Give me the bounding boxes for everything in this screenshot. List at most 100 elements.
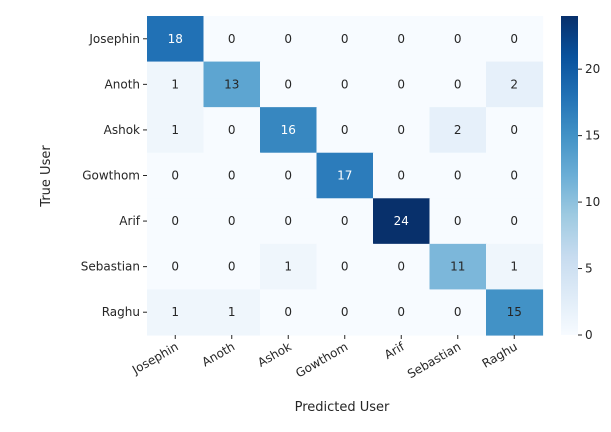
cell-value-label: 17 xyxy=(337,168,352,182)
heatmap-cell xyxy=(316,107,374,154)
heatmap-cell xyxy=(203,107,261,154)
cell-value-label: 0 xyxy=(228,214,236,228)
cell-value-label: 0 xyxy=(341,214,349,228)
heatmap-cell xyxy=(373,107,431,154)
heatmap-cells xyxy=(147,16,544,336)
colorbar-tick-label: 5 xyxy=(585,262,593,276)
x-tick-label: Ashok xyxy=(255,339,294,369)
x-tick-label: Anoth xyxy=(200,339,238,369)
cell-value-label: 0 xyxy=(397,123,405,137)
heatmap-cell xyxy=(147,16,205,63)
cell-value-label: 0 xyxy=(341,260,349,274)
heatmap-cell xyxy=(203,61,261,108)
cell-value-label: 1 xyxy=(171,77,179,91)
colorbar-tick-label: 10 xyxy=(585,195,600,209)
heatmap-cell xyxy=(486,152,544,199)
cell-value-label: 13 xyxy=(224,77,239,91)
heatmap-cell xyxy=(203,152,261,199)
heatmap-cell xyxy=(260,198,318,245)
x-axis-label: Predicted User xyxy=(295,400,390,415)
heatmap-cell xyxy=(203,289,261,336)
cell-value-label: 0 xyxy=(454,214,462,228)
heatmap-cell xyxy=(316,289,374,336)
cell-value-label: 15 xyxy=(507,305,522,319)
heatmap-cell xyxy=(147,198,205,245)
x-tick-label: Gowthom xyxy=(293,339,350,380)
heatmap-cell xyxy=(147,152,205,199)
cell-value-label: 0 xyxy=(510,168,518,182)
y-tick-label: Sebastian xyxy=(81,260,140,274)
heatmap-cell xyxy=(203,16,261,63)
cell-value-label: 1 xyxy=(284,260,292,274)
y-tick-label: Arif xyxy=(119,214,140,228)
y-axis-label: True User xyxy=(39,145,54,208)
heatmap-cell xyxy=(373,243,431,291)
heatmap-cell xyxy=(486,198,544,245)
heatmap-cell xyxy=(147,243,205,291)
cell-value-label: 16 xyxy=(281,123,296,137)
cell-value-label: 24 xyxy=(394,214,409,228)
y-tick-label: Josephin xyxy=(88,32,140,46)
x-tick-label: Arif xyxy=(382,339,408,362)
cell-value-label: 1 xyxy=(510,260,518,274)
cell-value-label: 2 xyxy=(510,77,518,91)
cell-value-label: 1 xyxy=(171,123,179,137)
heatmap-cell xyxy=(429,107,487,154)
heatmap-cell xyxy=(203,243,261,291)
cell-value-label: 0 xyxy=(397,168,405,182)
cell-value-label: 0 xyxy=(454,77,462,91)
cell-value-label: 0 xyxy=(341,123,349,137)
cell-value-label: 0 xyxy=(171,214,179,228)
colorbar xyxy=(561,16,578,335)
heatmap-cell xyxy=(260,61,318,108)
heatmap-cell xyxy=(316,198,374,245)
x-tick-label: Josephin xyxy=(129,339,181,377)
cell-value-label: 0 xyxy=(510,214,518,228)
heatmap-cell xyxy=(316,152,374,199)
heatmap-cell xyxy=(316,243,374,291)
heatmap-cell xyxy=(260,107,318,154)
y-tick-label: Gowthom xyxy=(82,168,140,182)
cell-value-label: 0 xyxy=(284,305,292,319)
cell-value-label: 1 xyxy=(228,305,236,319)
cell-value-label: 0 xyxy=(171,168,179,182)
heatmap-cell xyxy=(147,289,205,336)
cell-value-label: 11 xyxy=(450,260,465,274)
y-tick-label: Ashok xyxy=(104,123,140,137)
cell-value-label: 0 xyxy=(341,305,349,319)
cell-value-label: 0 xyxy=(228,260,236,274)
colorbar-tick-label: 20 xyxy=(585,62,600,76)
heatmap-cell xyxy=(316,61,374,108)
cell-value-label: 0 xyxy=(341,77,349,91)
heatmap-cell xyxy=(429,289,487,336)
heatmap-cell xyxy=(260,289,318,336)
heatmap-cell xyxy=(486,61,544,108)
cell-value-label: 0 xyxy=(454,305,462,319)
heatmap-cell-labels: 18 0 0 0 0 0 0 1 13 0 0 0 0 2 1 0 16 0 0 2 0 0 0 0 17 0 0 0 0 0 0 0 24 0 0… xyxy=(168,32,522,319)
heatmap-cell xyxy=(429,198,487,245)
cell-value-label: 0 xyxy=(397,260,405,274)
heatmap-cell xyxy=(486,16,544,63)
y-tick-label: Raghu xyxy=(102,305,140,319)
heatmap-cell xyxy=(260,243,318,291)
cell-value-label: 0 xyxy=(397,32,405,46)
y-axis-ticks: Josephin Anoth Ashok Gowthom Arif Sebastian Ra… xyxy=(81,32,147,319)
x-tick-label: Sebastian xyxy=(405,339,463,381)
colorbar-tick-label: 0 xyxy=(585,328,593,342)
cell-value-label: 0 xyxy=(284,32,292,46)
heatmap-cell xyxy=(486,243,544,291)
cell-value-label: 18 xyxy=(168,32,183,46)
cell-value-label: 0 xyxy=(284,77,292,91)
colorbar-tick-label: 15 xyxy=(585,129,600,143)
heatmap-cell xyxy=(429,61,487,108)
heatmap-cell xyxy=(429,152,487,199)
heatmap-cell xyxy=(373,289,431,336)
cell-value-label: 0 xyxy=(454,168,462,182)
heatmap-cell xyxy=(260,152,318,199)
heatmap-cell xyxy=(147,107,205,154)
cell-value-label: 0 xyxy=(171,260,179,274)
cell-value-label: 0 xyxy=(397,305,405,319)
heatmap-cell xyxy=(429,243,487,291)
x-tick-label: Raghu xyxy=(480,339,520,370)
